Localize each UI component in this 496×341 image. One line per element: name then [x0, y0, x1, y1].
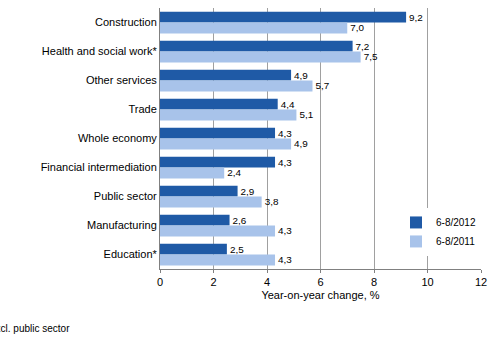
- svg-text:3,8: 3,8: [265, 196, 279, 207]
- svg-text:Health and social work*: Health and social work*: [42, 45, 158, 57]
- svg-text:4,3: 4,3: [278, 225, 292, 236]
- svg-text:4,9: 4,9: [294, 70, 308, 81]
- svg-text:Manufacturing: Manufacturing: [87, 219, 157, 231]
- svg-text:9,2: 9,2: [409, 12, 423, 23]
- svg-text:Trade: Trade: [128, 103, 156, 115]
- svg-text:Year-on-year change, %: Year-on-year change, %: [261, 289, 379, 301]
- svg-text:12: 12: [475, 276, 487, 288]
- svg-text:8: 8: [371, 276, 377, 288]
- svg-text:2,9: 2,9: [241, 186, 255, 197]
- svg-text:4,4: 4,4: [281, 99, 295, 110]
- svg-text:Financial intermediation: Financial intermediation: [41, 161, 157, 173]
- svg-text:Public sector: Public sector: [94, 190, 157, 202]
- svg-text:Whole economy: Whole economy: [78, 132, 157, 144]
- svg-text:*Excl. public sector: *Excl. public sector: [0, 323, 70, 334]
- svg-text:0: 0: [157, 276, 163, 288]
- svg-text:Other services: Other services: [86, 74, 157, 86]
- svg-text:2: 2: [210, 276, 216, 288]
- svg-text:6: 6: [317, 276, 323, 288]
- svg-text:4,3: 4,3: [278, 254, 292, 265]
- svg-text:4: 4: [264, 276, 270, 288]
- svg-text:4,3: 4,3: [278, 128, 292, 139]
- svg-text:2,4: 2,4: [227, 167, 241, 178]
- svg-text:5,7: 5,7: [315, 80, 329, 91]
- svg-text:7,5: 7,5: [364, 51, 378, 62]
- svg-text:Source: Statistics Finland: Source: Statistics Finland: [0, 340, 98, 341]
- svg-text:7,0: 7,0: [350, 22, 364, 33]
- svg-text:4,3: 4,3: [278, 157, 292, 168]
- svg-text:6-8/2012: 6-8/2012: [436, 217, 476, 228]
- svg-text:2,5: 2,5: [230, 244, 244, 255]
- svg-text:6-8/2011: 6-8/2011: [436, 236, 475, 247]
- svg-text:4,9: 4,9: [294, 138, 308, 149]
- svg-text:5,1: 5,1: [299, 109, 313, 120]
- svg-text:2,6: 2,6: [233, 215, 247, 226]
- svg-text:Construction: Construction: [95, 16, 157, 28]
- svg-text:Education*: Education*: [104, 248, 158, 260]
- svg-text:7,2: 7,2: [356, 41, 370, 52]
- svg-text:10: 10: [421, 276, 433, 288]
